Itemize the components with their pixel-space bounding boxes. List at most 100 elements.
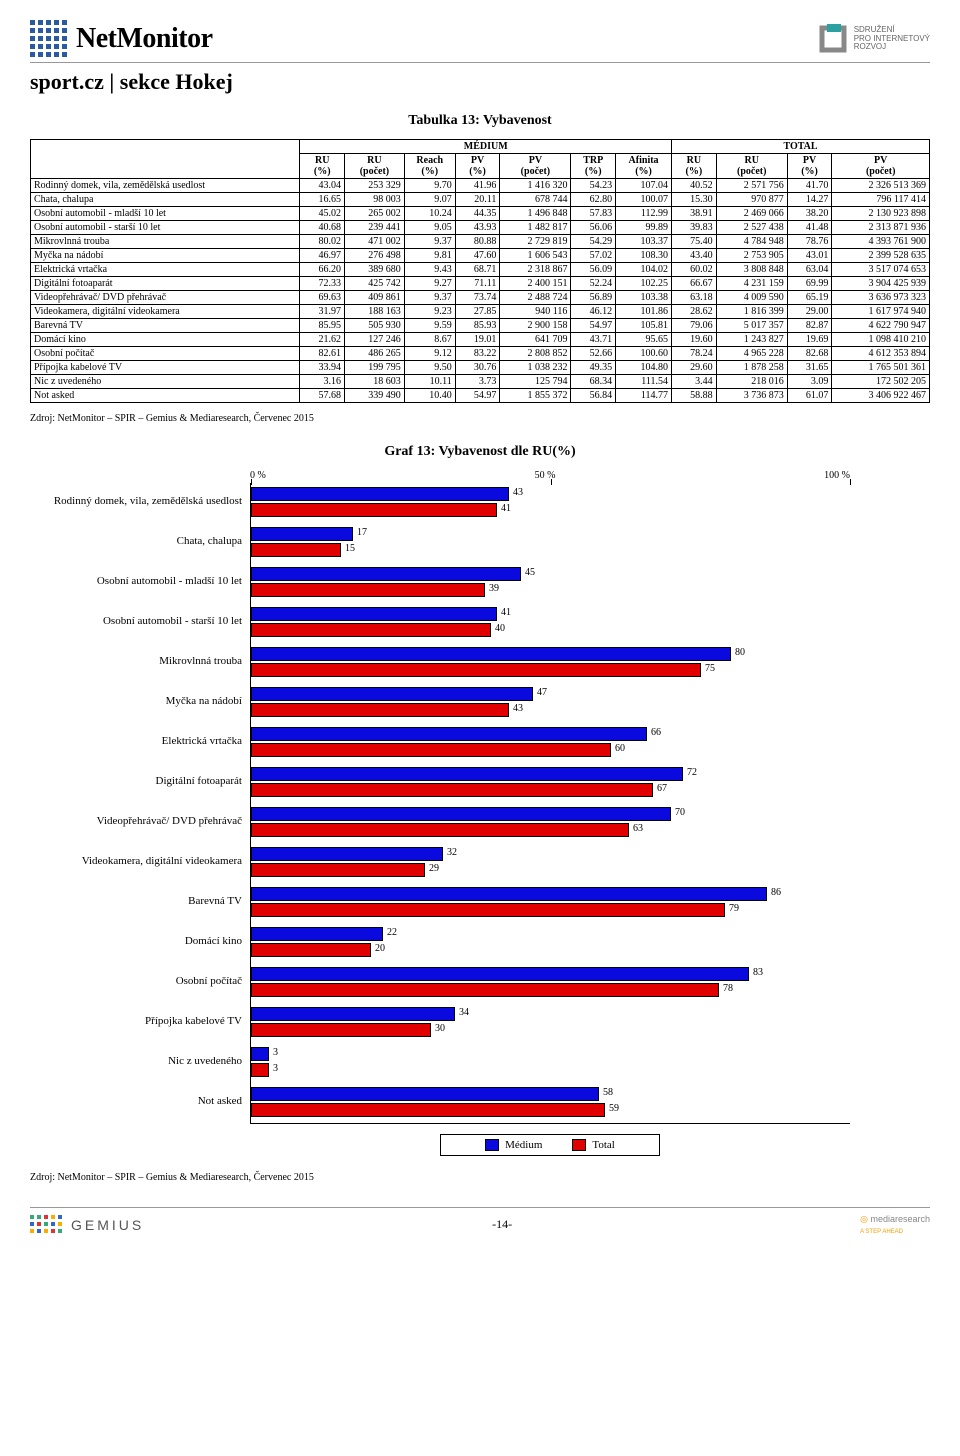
table-row: Osobní automobil - starší 10 let40.68239… — [31, 221, 930, 235]
table-cell: 44.35 — [455, 207, 500, 221]
table-cell: 45.02 — [300, 207, 345, 221]
bar-value-medium: 80 — [735, 647, 745, 658]
table-row: Osobní automobil - mladší 10 let45.02265… — [31, 207, 930, 221]
table-cell: 239 441 — [345, 221, 405, 235]
table-cell: 18 603 — [345, 375, 405, 389]
table-row: Rodinný domek, vila, zemědělská usedlost… — [31, 179, 930, 193]
bar-medium — [251, 967, 749, 981]
table-cell: 61.07 — [787, 389, 832, 403]
table-cell: 101.86 — [616, 305, 672, 319]
bar-value-total: 75 — [705, 663, 715, 674]
spir-logo: SDRUŽENÍ PRO INTERNETOVÝ ROZVOJ — [818, 24, 930, 54]
chart-row: Osobní počítač8378 — [251, 963, 850, 1003]
table-cell: 1 496 848 — [500, 207, 571, 221]
table-row: Digitální fotoaparát72.33425 7429.2771.1… — [31, 277, 930, 291]
table-cell: 4 784 948 — [716, 235, 787, 249]
table-cell: 970 877 — [716, 193, 787, 207]
table-cell: 62.80 — [571, 193, 616, 207]
table-cell: 15.30 — [672, 193, 717, 207]
chart-row: Nic z uvedeného33 — [251, 1043, 850, 1083]
table-cell: 940 116 — [500, 305, 571, 319]
col-header: PV(počet) — [832, 154, 930, 179]
table-cell: 46.12 — [571, 305, 616, 319]
chart: 0 % 50 % 100 % Rodinný domek, vila, země… — [250, 470, 850, 1156]
row-label: Not asked — [31, 389, 300, 403]
bar-value-medium: 72 — [687, 767, 697, 778]
table-cell: 41.70 — [787, 179, 832, 193]
bar-medium — [251, 767, 683, 781]
col-header: RU(počet) — [716, 154, 787, 179]
bar-medium — [251, 607, 497, 621]
table-cell: 49.35 — [571, 361, 616, 375]
row-label: Přípojka kabelové TV — [31, 361, 300, 375]
bar-total — [251, 983, 719, 997]
table-cell: 104.80 — [616, 361, 672, 375]
table-cell: 796 117 414 — [832, 193, 930, 207]
table-cell: 9.07 — [404, 193, 455, 207]
table-cell: 68.71 — [455, 263, 500, 277]
bar-medium — [251, 847, 443, 861]
table-cell: 58.88 — [672, 389, 717, 403]
table-cell: 83.22 — [455, 347, 500, 361]
table-cell: 71.11 — [455, 277, 500, 291]
bar-total — [251, 823, 629, 837]
chart-row-label: Elektrická vrtačka — [32, 735, 242, 747]
table-cell: 95.65 — [616, 333, 672, 347]
bar-value-total: 43 — [513, 703, 523, 714]
bar-medium — [251, 567, 521, 581]
chart-row: Přípojka kabelové TV3430 — [251, 1003, 850, 1043]
table-cell: 38.91 — [672, 207, 717, 221]
table-cell: 276 498 — [345, 249, 405, 263]
legend-medium: Médium — [485, 1139, 542, 1151]
bar-medium — [251, 807, 671, 821]
table-cell: 68.34 — [571, 375, 616, 389]
table-cell: 2 400 151 — [500, 277, 571, 291]
table-cell: 100.60 — [616, 347, 672, 361]
mediaresearch-logo: ◎ mediaresearchA STEP AHEAD — [860, 1214, 930, 1235]
table-cell: 78.24 — [672, 347, 717, 361]
table-row: Elektrická vrtačka66.20389 6809.4368.712… — [31, 263, 930, 277]
bar-value-medium: 86 — [771, 887, 781, 898]
chart-row: Osobní automobil - mladší 10 let4539 — [251, 563, 850, 603]
header: NetMonitor SDRUŽENÍ PRO INTERNETOVÝ ROZV… — [30, 20, 930, 63]
bar-value-total: 78 — [723, 983, 733, 994]
chart-title: Graf 13: Vybavenost dle RU(%) — [30, 444, 930, 460]
table-cell: 2 130 923 898 — [832, 207, 930, 221]
chart-row-label: Osobní automobil - mladší 10 let — [32, 575, 242, 587]
bar-value-total: 41 — [501, 503, 511, 514]
table-cell: 19.60 — [672, 333, 717, 347]
bar-value-medium: 34 — [459, 1007, 469, 1018]
table-cell: 10.11 — [404, 375, 455, 389]
table-cell: 85.95 — [300, 319, 345, 333]
table-cell: 57.68 — [300, 389, 345, 403]
table-cell: 188 163 — [345, 305, 405, 319]
bar-medium — [251, 727, 647, 741]
bar-value-medium: 66 — [651, 727, 661, 738]
table-cell: 73.74 — [455, 291, 500, 305]
table-cell: 389 680 — [345, 263, 405, 277]
table-row: Videopřehrávač/ DVD přehrávač69.63409 86… — [31, 291, 930, 305]
table-cell: 172 502 205 — [832, 375, 930, 389]
table-cell: 63.18 — [672, 291, 717, 305]
table-cell: 80.88 — [455, 235, 500, 249]
table-cell: 3 736 873 — [716, 389, 787, 403]
table-cell: 641 709 — [500, 333, 571, 347]
table-cell: 1 617 974 940 — [832, 305, 930, 319]
table-cell: 60.02 — [672, 263, 717, 277]
bar-medium — [251, 1047, 269, 1061]
bar-total — [251, 943, 371, 957]
col-header: RU(%) — [672, 154, 717, 179]
row-label: Elektrická vrtačka — [31, 263, 300, 277]
chart-row-label: Domácí kino — [32, 935, 242, 947]
table-cell: 40.52 — [672, 179, 717, 193]
table-cell: 3.16 — [300, 375, 345, 389]
table-cell: 72.33 — [300, 277, 345, 291]
table-cell: 3 808 848 — [716, 263, 787, 277]
table-cell: 85.93 — [455, 319, 500, 333]
bar-value-medium: 3 — [273, 1047, 278, 1058]
table-cell: 98 003 — [345, 193, 405, 207]
table-cell: 103.37 — [616, 235, 672, 249]
table-row: Barevná TV85.95505 9309.5985.932 900 158… — [31, 319, 930, 333]
table-cell: 9.37 — [404, 235, 455, 249]
bar-value-medium: 22 — [387, 927, 397, 938]
